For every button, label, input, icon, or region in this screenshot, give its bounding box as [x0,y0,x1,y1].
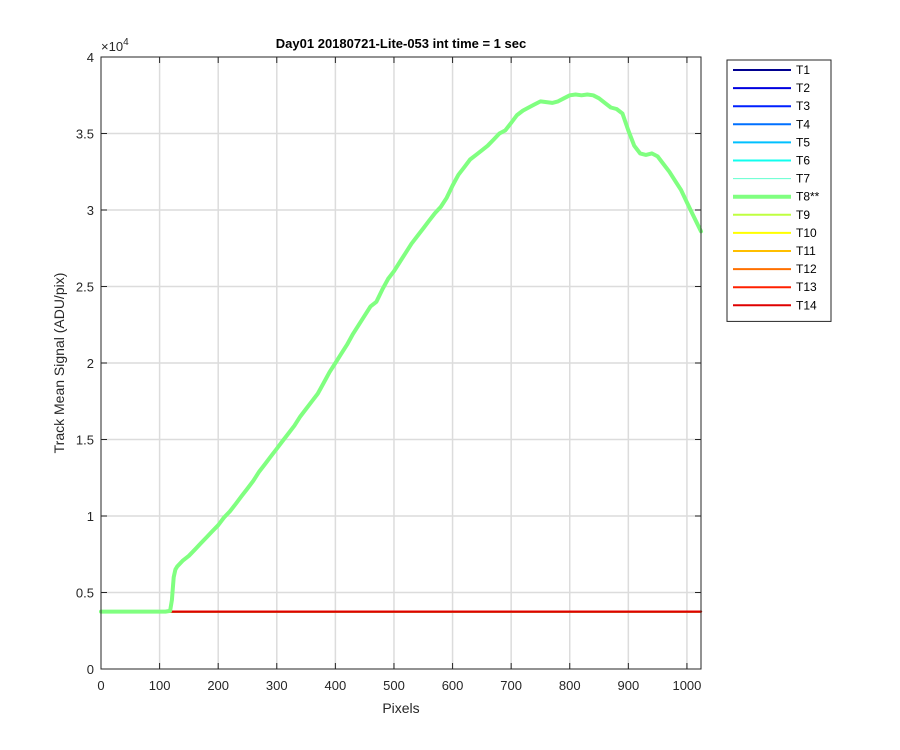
legend-label: T14 [796,298,817,312]
x-tick-label: 900 [617,678,639,693]
x-tick-label: 400 [325,678,347,693]
y-tick-label: 3.5 [76,127,94,142]
x-axis-label: Pixels [382,700,419,716]
y-tick-label: 0.5 [76,586,94,601]
y-tick-label: 3 [87,203,94,218]
legend-box [726,59,832,322]
legend-label: T8** [796,190,820,204]
series-line-t8 [99,92,703,614]
x-tick-label: 600 [442,678,464,693]
y-tick-label: 1.5 [76,433,94,448]
x-tick-label: 700 [500,678,522,693]
legend-label: T2 [796,81,810,95]
y-tick-label: 0 [87,662,94,677]
axis-ticks: 0 100 200 300 400 500 600 700 800 900 1000 0 0.5 1 1.5… [76,50,701,693]
y-tick-label: 1 [87,509,94,524]
legend-label: T9 [796,208,810,222]
legend-label: T3 [796,99,810,113]
y-axis-exponent-power: 4 [123,37,129,48]
plot-lines [99,92,703,614]
y-tick-label: 4 [87,50,94,65]
x-tick-label: 200 [207,678,229,693]
y-axis-exponent-base: ×10 [101,39,123,54]
grid-lines [101,57,701,669]
y-axis-label: Track Mean Signal (ADU/pix) [51,273,67,454]
legend-label: T10 [796,226,817,240]
legend-label: T7 [796,172,810,186]
x-tick-label: 800 [559,678,581,693]
legend-label: T1 [796,63,810,77]
y-axis-exponent: ×104 [101,37,129,54]
y-tick-label: 2 [87,356,94,371]
legend-label: T12 [796,262,817,276]
legend: T1 T2 T3 T4 T5 T6 T7 T8** T9 T10 T11 T12 T13 T14 [726,59,832,322]
x-tick-label: 500 [383,678,405,693]
legend-label: T13 [796,280,817,294]
x-tick-label: 300 [266,678,288,693]
chart-title: Day01 20180721-Lite-053 int time = 1 sec [276,36,526,51]
y-tick-label: 2.5 [76,280,94,295]
legend-label: T4 [796,117,810,131]
legend-label: T6 [796,154,810,168]
x-tick-label: 100 [149,678,171,693]
x-tick-label: 1000 [672,678,701,693]
legend-label: T5 [796,135,810,149]
legend-label: T11 [796,244,816,258]
x-tick-label: 0 [97,678,104,693]
